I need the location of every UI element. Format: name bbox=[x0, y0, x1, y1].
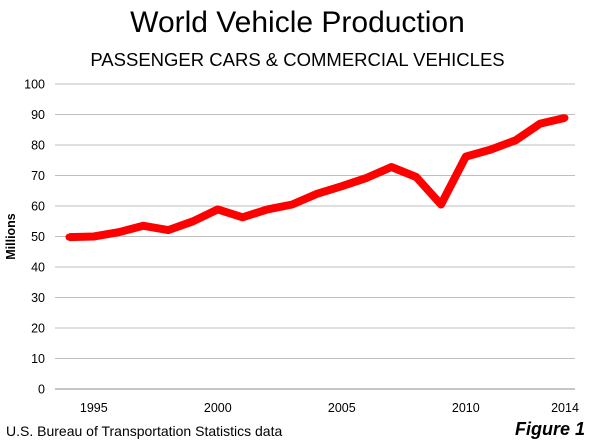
data-point bbox=[65, 233, 73, 241]
data-point bbox=[288, 200, 296, 208]
y-tick-label: 30 bbox=[31, 291, 45, 305]
y-tick-label: 60 bbox=[31, 200, 45, 214]
data-point bbox=[437, 200, 445, 208]
data-point bbox=[239, 213, 247, 221]
gridlines bbox=[55, 83, 575, 359]
data-point bbox=[214, 205, 222, 213]
x-tick-label: 2014 bbox=[551, 401, 579, 415]
data-point bbox=[412, 173, 420, 181]
data-point bbox=[536, 120, 544, 128]
data-point bbox=[115, 228, 123, 236]
y-tick-label: 40 bbox=[31, 261, 45, 275]
x-axis-ticks: 1995 2000 2005 2010 2014 bbox=[80, 401, 579, 415]
chart-subtitle: PASSENGER CARS & COMMERCIAL VEHICLES bbox=[90, 49, 505, 70]
data-point bbox=[387, 163, 395, 171]
data-point bbox=[561, 114, 569, 122]
y-axis-title: Millions bbox=[4, 213, 18, 260]
y-tick-label: 80 bbox=[31, 139, 45, 153]
data-point bbox=[189, 217, 197, 225]
x-tick-label: 2005 bbox=[328, 401, 356, 415]
data-point bbox=[313, 190, 321, 198]
data-point bbox=[90, 233, 98, 240]
data-point bbox=[363, 174, 371, 182]
y-tick-label: 50 bbox=[31, 230, 45, 244]
y-tick-label: 100 bbox=[24, 78, 45, 92]
x-tick-label: 1995 bbox=[80, 401, 108, 415]
y-tick-label: 0 bbox=[38, 383, 45, 397]
y-tick-label: 20 bbox=[31, 322, 45, 336]
data-point bbox=[511, 136, 519, 144]
data-point bbox=[487, 146, 495, 154]
data-point bbox=[462, 153, 470, 161]
data-point bbox=[338, 182, 346, 190]
x-tick-label: 2010 bbox=[452, 401, 480, 415]
series-line bbox=[68, 114, 566, 242]
y-tick-label: 10 bbox=[31, 352, 45, 366]
figure-label: Figure 1 bbox=[514, 419, 585, 439]
y-tick-label: 90 bbox=[31, 108, 45, 122]
data-point bbox=[263, 205, 271, 213]
y-axis-ticks: 0 10 20 30 40 50 60 70 80 90 100 bbox=[24, 78, 45, 397]
series-group bbox=[65, 114, 569, 242]
chart-title: World Vehicle Production bbox=[130, 6, 465, 39]
y-tick-label: 70 bbox=[31, 169, 45, 183]
data-point bbox=[139, 222, 147, 230]
x-tick-label: 2000 bbox=[204, 401, 232, 415]
data-point bbox=[164, 226, 172, 234]
source-note: U.S. Bureau of Transportation Statistics… bbox=[6, 423, 283, 439]
